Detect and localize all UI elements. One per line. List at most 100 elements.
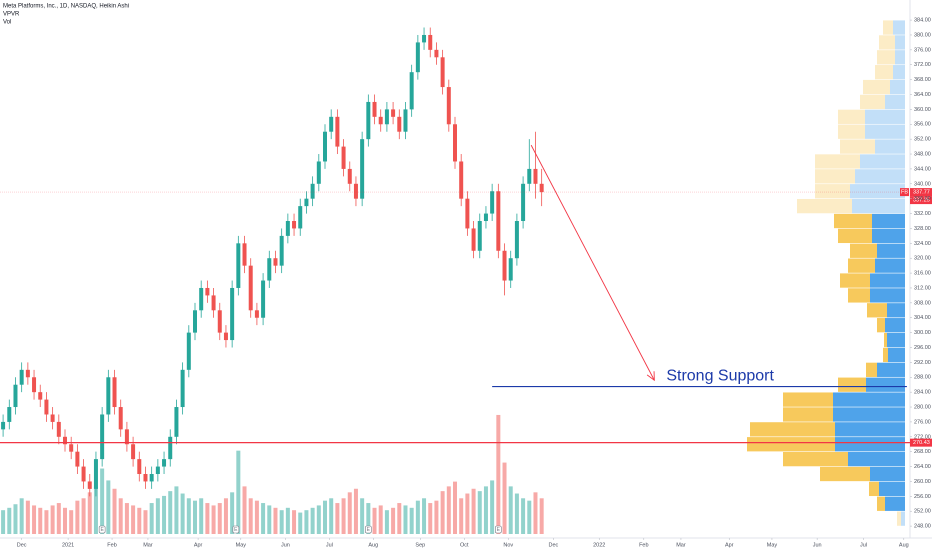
candle-body	[106, 377, 111, 415]
candle-body	[13, 384, 18, 408]
volume-bar	[279, 510, 284, 534]
y-tick-label: 272.00	[914, 434, 931, 440]
vp-up	[893, 20, 905, 35]
vp-down	[860, 94, 885, 110]
volume-bar	[75, 500, 80, 534]
y-tick-label: 300.00	[914, 330, 931, 336]
y-tick-label: 356.00	[914, 122, 931, 128]
volume-bar	[118, 498, 123, 534]
volume-bar	[403, 505, 408, 534]
vp-down	[877, 318, 885, 333]
vp-down	[877, 50, 895, 65]
candle-body	[304, 198, 309, 207]
volume-bar	[149, 503, 154, 534]
volume-bar	[87, 492, 92, 534]
symbol-label: FB	[901, 190, 908, 196]
vp-down	[883, 20, 893, 35]
candle-body	[205, 287, 210, 296]
vp-up	[895, 50, 905, 65]
y-tick-label: 248.00	[914, 524, 931, 530]
volume-bar	[38, 507, 43, 534]
x-tick-label: Aug	[899, 542, 909, 548]
vp-up	[895, 35, 905, 50]
last-price-box	[910, 188, 932, 197]
volume-bar	[13, 504, 18, 534]
earnings-icon	[232, 525, 240, 534]
earnings-label: E	[100, 527, 104, 533]
candle-body	[329, 116, 334, 132]
vp-up	[885, 318, 905, 333]
vp-down	[840, 273, 870, 288]
volume-bar	[477, 491, 482, 534]
volume-bar	[205, 503, 210, 534]
y-tick-label: 336.00	[914, 196, 931, 202]
vp-down	[883, 347, 888, 363]
candle-body	[87, 481, 92, 489]
y-tick-label: 264.00	[914, 464, 931, 470]
volume-bar	[310, 507, 315, 534]
vp-down	[820, 466, 870, 482]
candle-body	[168, 436, 173, 460]
volume-bar	[261, 503, 266, 534]
vp-down	[750, 422, 835, 437]
candle-body	[539, 183, 544, 193]
y-tick-label: 380.00	[914, 32, 931, 38]
volume-bar	[353, 488, 358, 534]
vp-up	[888, 347, 905, 363]
candle-body	[223, 332, 228, 341]
candle-body	[193, 310, 197, 333]
candle-body	[230, 287, 235, 341]
volume-bar	[81, 498, 86, 534]
vp-down	[815, 169, 855, 184]
vp-down	[848, 258, 875, 273]
candle-body	[211, 295, 216, 311]
volume-bar	[360, 498, 365, 534]
volume-bar	[248, 498, 253, 534]
volume-bar	[415, 500, 420, 534]
candle-body	[7, 407, 12, 422]
vp-down	[783, 392, 833, 407]
x-tick-label: May	[236, 542, 247, 548]
volume-bar	[69, 510, 74, 534]
arrow-head	[646, 371, 655, 382]
candle-body	[422, 34, 427, 43]
y-tick-label: 316.00	[914, 271, 931, 277]
volume-bar	[223, 498, 228, 534]
vp-down	[838, 124, 865, 139]
candle-body	[453, 124, 457, 162]
volume-bar	[242, 486, 247, 534]
volume-bar	[372, 507, 377, 534]
y-tick-label: 376.00	[914, 47, 931, 53]
volume-bar	[292, 510, 297, 534]
candle-body	[248, 265, 253, 311]
volume-bar	[267, 505, 272, 534]
volume-bar	[409, 507, 414, 534]
candle-body	[143, 474, 148, 482]
candle-body	[155, 466, 160, 475]
volume-bar	[323, 500, 327, 534]
last-price-label: 337.77	[913, 190, 930, 196]
volume-bar	[459, 498, 464, 534]
vp-down	[897, 511, 901, 526]
x-tick-label: Mar	[676, 542, 686, 548]
volume-bar	[180, 493, 185, 534]
legend-symbol: Meta Platforms, Inc., 1D, NASDAQ, Heikin…	[3, 4, 129, 10]
symbol-box	[900, 188, 909, 197]
vp-up	[872, 228, 905, 244]
y-tick-label: 344.00	[914, 166, 931, 172]
candle-body	[217, 310, 222, 333]
candle-body	[508, 258, 513, 281]
candle-body	[69, 444, 74, 452]
candle-body	[242, 243, 247, 266]
y-tick-label: 308.00	[914, 300, 931, 306]
volume-bar	[397, 503, 402, 534]
vp-up	[866, 377, 905, 392]
volume-bar	[384, 510, 389, 534]
volume-bar	[453, 481, 457, 534]
candle-body	[273, 258, 278, 266]
volume-bar	[155, 498, 160, 534]
volume-bar	[285, 507, 290, 534]
volume-bar	[124, 503, 129, 534]
y-tick-label: 384.00	[914, 18, 931, 24]
